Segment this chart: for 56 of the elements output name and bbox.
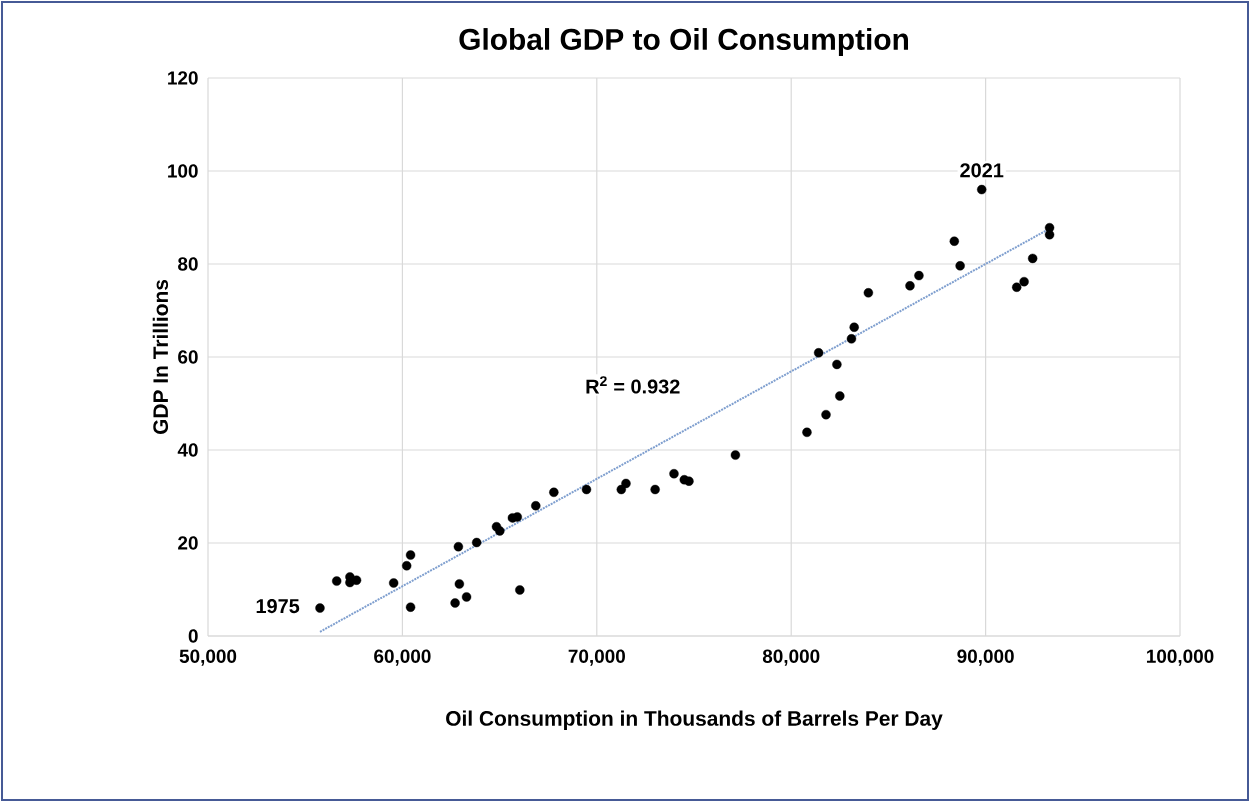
point xyxy=(955,261,965,271)
point xyxy=(495,526,505,536)
point xyxy=(977,184,987,195)
point xyxy=(621,478,631,489)
x-axis-title: Oil Consumption in Thousands of Barrels Per Day xyxy=(446,710,943,730)
point xyxy=(821,409,831,420)
point xyxy=(1019,276,1029,287)
point xyxy=(650,484,660,495)
y-tick-label: 100 xyxy=(168,164,198,178)
point xyxy=(730,450,741,460)
y-tick-label: 60 xyxy=(178,350,198,364)
point xyxy=(461,592,472,602)
point xyxy=(388,578,399,588)
point xyxy=(835,391,845,401)
y-axis-title: GDP In Trillions xyxy=(152,279,169,435)
point xyxy=(802,427,812,438)
point xyxy=(405,550,416,560)
annotation: R$^{2}$ = 0.932 xyxy=(586,376,680,394)
point xyxy=(315,603,325,613)
point xyxy=(450,598,460,608)
y-tick-label: 80 xyxy=(178,257,198,271)
x-tick-label: 50,000 xyxy=(179,649,237,666)
point xyxy=(453,542,464,552)
point xyxy=(1027,253,1038,264)
point xyxy=(454,579,465,589)
x-tick-label: 90,000 xyxy=(957,649,1014,666)
chart-title: Global GDP to Oil Consumption xyxy=(459,28,908,56)
point xyxy=(684,476,694,486)
annotation: 1975 xyxy=(256,599,300,614)
point xyxy=(405,602,416,612)
y-tick-label: 0 xyxy=(188,629,198,643)
x-tick-label: 60,000 xyxy=(374,649,431,666)
annotation: 2021 xyxy=(960,163,1004,178)
point xyxy=(471,537,482,548)
point xyxy=(813,348,824,358)
point xyxy=(914,270,924,281)
point xyxy=(846,334,857,344)
point xyxy=(949,236,960,246)
point xyxy=(1012,282,1022,292)
point xyxy=(581,484,592,495)
point xyxy=(905,281,915,291)
y-tick-label: 40 xyxy=(177,443,198,457)
point xyxy=(832,359,842,370)
point xyxy=(863,288,874,298)
x-tick-label: 70,000 xyxy=(568,649,625,666)
x-tick-label: 100,000 xyxy=(1146,649,1214,666)
point xyxy=(515,585,525,595)
y-tick-label: 20 xyxy=(178,536,198,550)
point xyxy=(669,469,679,479)
y-tick-label: 120 xyxy=(168,71,198,85)
point xyxy=(849,322,859,332)
point xyxy=(531,501,541,511)
x-tick-label: 80,000 xyxy=(762,649,820,666)
point xyxy=(401,561,412,571)
point xyxy=(549,487,559,497)
point xyxy=(332,576,342,586)
